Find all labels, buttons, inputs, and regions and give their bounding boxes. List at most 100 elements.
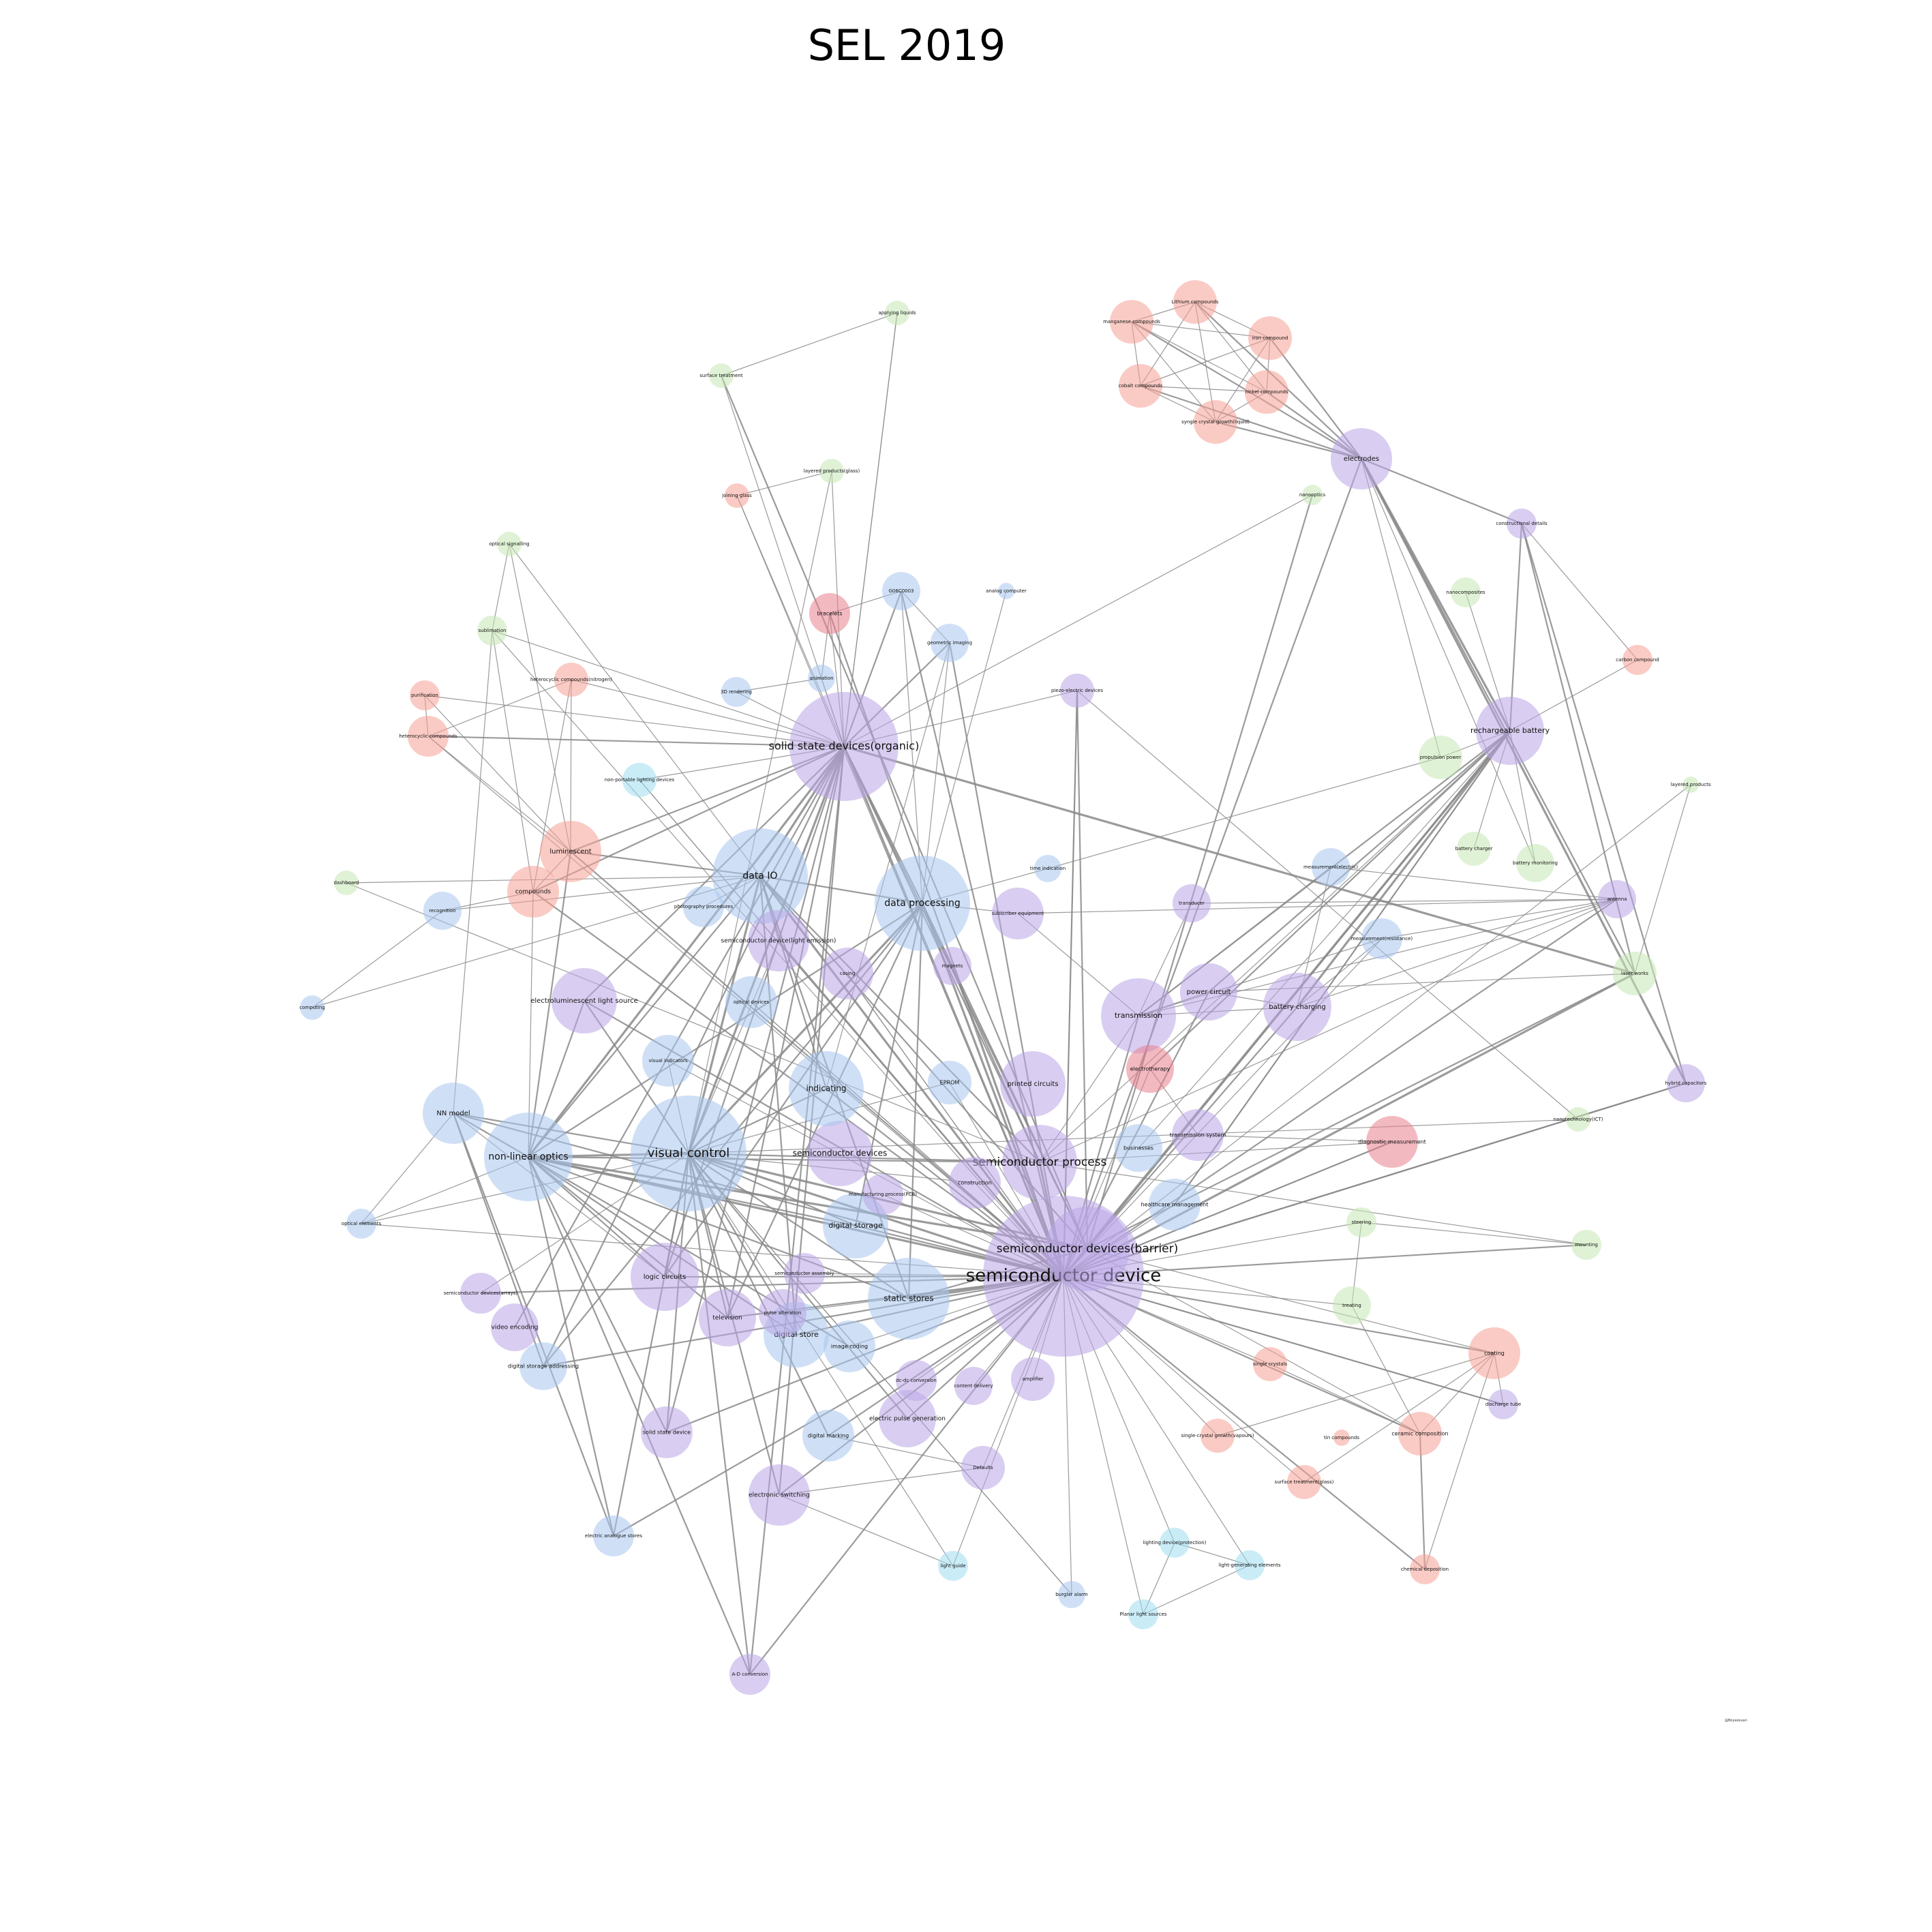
node-circle (1419, 736, 1462, 779)
node-analog-computer: analog computer (986, 583, 1027, 599)
node-pulse-alteration: pulse alteration (759, 1289, 806, 1337)
edge-sdb-coat (1087, 1248, 1495, 1354)
node-solid-state-device: solid state device (641, 1406, 693, 1458)
node-circle (1566, 1107, 1590, 1132)
node-solid-state-devices-organic: solid state devices(organic) (769, 692, 919, 801)
node-propulsion-power: propulsion power (1419, 736, 1462, 779)
node-burglar-alarm: burglar alarm (1055, 1581, 1088, 1608)
node-label: electronic switching (749, 1492, 810, 1499)
node-circle (1398, 1412, 1442, 1455)
node-electronic-switching: electronic switching (749, 1464, 810, 1526)
node-cobalt-compounds: cobalt compounds (1119, 364, 1163, 408)
node-circle (631, 1096, 746, 1211)
node-visual-control: visual control (631, 1096, 746, 1211)
edge-rb-bc (1296, 730, 1511, 1008)
node-label: data IO (742, 871, 777, 881)
node-label: sublimation (479, 628, 507, 633)
edge-dp-ac (922, 590, 1007, 904)
edge-stw-mnt (1361, 1222, 1587, 1246)
node-label: diagnostic measurement (1358, 1139, 1426, 1145)
edge-el-bm (1361, 458, 1536, 864)
node-logic-circuits: logic circuits (631, 1243, 699, 1311)
node-circle (1201, 1419, 1235, 1453)
node-circle (1034, 855, 1061, 882)
node-label: image coding (831, 1344, 868, 1350)
node-recognition: recognition (423, 892, 462, 930)
node-label: digital storage addressing (508, 1363, 579, 1370)
node-nanocomposites: nanocomposites (1446, 577, 1485, 607)
edge-irc-coc (1140, 337, 1271, 387)
node-discharge-tube: discharge tube (1485, 1389, 1521, 1419)
node-tin-compounds: tin compounds (1324, 1430, 1359, 1446)
node-circle (1507, 509, 1537, 539)
edge-rb-cdt (1509, 523, 1523, 731)
node-coating: coating (1468, 1327, 1520, 1379)
node-circle (1235, 1550, 1265, 1580)
edge-sso-nlo (527, 746, 845, 1158)
node-label: content delivery (954, 1383, 993, 1389)
edge-coat-chd (1424, 1353, 1495, 1570)
node-circle (1682, 776, 1699, 793)
node-indicating: indicating (789, 1051, 864, 1126)
node-electric-pulse-generation: electric pulse generation (869, 1390, 946, 1447)
node-circle (1011, 1357, 1055, 1401)
edge-sd-lw (1063, 972, 1635, 1278)
node-circle (759, 1289, 806, 1337)
node-circle (1476, 697, 1544, 765)
node-circle (992, 888, 1044, 939)
node-circle (949, 1157, 1001, 1209)
node-circle (1002, 1125, 1077, 1200)
node-static-stores: static stores (868, 1258, 950, 1340)
node-circle (819, 459, 844, 483)
node-label: propulsion power (1420, 755, 1462, 760)
node-battery-monitoring: battery monitoring (1513, 844, 1558, 882)
node-manufacturing-process-pcb: manufacturing process(PCB) (849, 1174, 917, 1215)
node-nickel-compounds: nickel compounds (1245, 370, 1288, 414)
node-circle (593, 1515, 634, 1556)
node-dc-dc-conversion: dc-dc conversion (896, 1360, 937, 1401)
node-label: heterocyclic compounds(nitrogen) (530, 677, 612, 682)
edge-nano-sso (843, 494, 1313, 747)
edge-comp-sub (492, 630, 534, 892)
node-single-crystal-growth-vapours: single-crystal growth(vapours) (1181, 1419, 1254, 1453)
node-circle (1110, 300, 1153, 344)
node-chemical-deposition: chemical deposition (1401, 1554, 1449, 1584)
node-label: animation (809, 676, 833, 681)
edge-cc-scy (1269, 1363, 1421, 1434)
node-label: subscriber equipment (992, 911, 1044, 916)
node-steering: steering (1346, 1207, 1376, 1237)
node-label: nanocomposites (1446, 590, 1485, 595)
node-circle (862, 1174, 903, 1215)
node-circle (712, 828, 808, 924)
node-circle (1180, 963, 1237, 1021)
node-electric-analogue-stores: electric analogue stores (585, 1515, 642, 1556)
node-circle (998, 583, 1014, 599)
node-circle (1000, 1051, 1066, 1117)
edge-lp-lw (1634, 784, 1691, 974)
edge-lum-pur (424, 695, 571, 852)
node-label: luminescent (549, 848, 591, 856)
node-healthcare-management: healthcare management (1141, 1179, 1208, 1231)
node-circle (1366, 1116, 1418, 1168)
node-circle (868, 1258, 950, 1340)
edge-vc-adc (687, 1153, 751, 1675)
node-circle (954, 1367, 993, 1405)
node-label: electrodes (1344, 455, 1379, 463)
edge-nlo-dio (528, 875, 761, 1158)
node-circle (1451, 577, 1481, 607)
node-circle (721, 677, 751, 707)
node-layered-products-glass: layered products(glass) (804, 459, 860, 483)
node-label: analog computer (986, 588, 1027, 594)
node-dashboard: dashboard (333, 871, 359, 895)
node-antenna: antenna (1598, 880, 1636, 918)
edge-el-coc (1140, 384, 1362, 460)
node-circle (1333, 1430, 1350, 1446)
node-circle (683, 886, 724, 927)
node-circle (1312, 848, 1350, 886)
node-amplifier: amplifier (1011, 1357, 1055, 1401)
node-circle (1173, 884, 1211, 922)
node-label: lighting device(protection) (1143, 1540, 1207, 1545)
node-semiconductor-device-light-emission: semiconductor device(light emission) (721, 910, 836, 971)
node-ceramic-composition: ceramic composition (1391, 1412, 1449, 1455)
